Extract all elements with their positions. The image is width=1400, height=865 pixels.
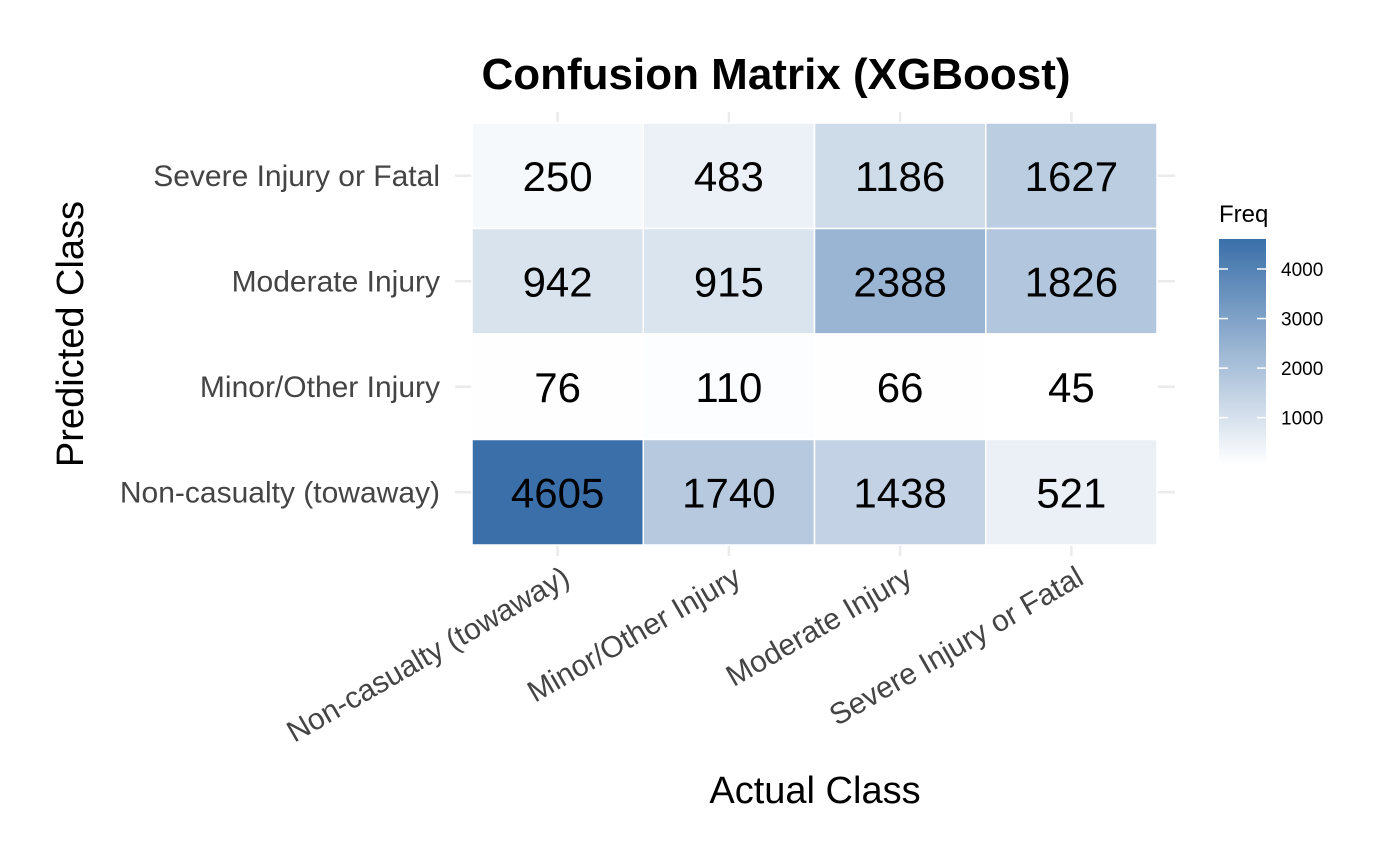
x-axis-tick-labels: Non-casualty (towaway)Minor/Other Injury… [281, 560, 1088, 749]
heatmap-cell [813, 227, 987, 335]
x-tick-non-casualty-towaway: Non-casualty (towaway) [281, 560, 575, 749]
heatmap-cells [471, 122, 1158, 546]
cell-value-label: 66 [877, 364, 924, 411]
y-tick-moderate-injury: Moderate Injury [232, 265, 440, 298]
legend-tick-label: 1000 [1281, 409, 1323, 430]
legend-title: Freq [1219, 201, 1268, 228]
heatmap-cell [985, 122, 1158, 230]
legend: Freq 1000 2000 3000 4000 [1219, 201, 1323, 465]
cell-value-label: 1826 [1025, 258, 1118, 305]
cell-value-label: 521 [1036, 469, 1106, 516]
y-tick-severe-injury-or-fatal: Severe Injury or Fatal [153, 160, 440, 193]
cell-value-label: 1438 [853, 469, 946, 516]
heatmap-cell [985, 333, 1158, 441]
legend-tick-label: 4000 [1281, 260, 1323, 281]
heatmap-cell [642, 122, 816, 230]
y-tick-minor-other-injury: Minor/Other Injury [200, 371, 440, 404]
cell-value-label: 2388 [853, 258, 946, 305]
legend-tick-label: 2000 [1281, 359, 1323, 380]
y-axis-tick-labels: Non-casualty (towaway) Minor/Other Injury… [120, 160, 440, 510]
heatmap-cell [471, 438, 644, 546]
heatmap-cell [985, 227, 1158, 335]
heatmap-cell [471, 122, 644, 230]
y-tick-non-casualty-towaway: Non-casualty (towaway) [120, 476, 440, 509]
cell-value-label: 4605 [511, 469, 604, 516]
cell-value-label: 250 [523, 153, 593, 200]
heatmap-cell [813, 438, 987, 546]
heatmap-cell [985, 438, 1158, 546]
cell-value-label: 45 [1048, 364, 1095, 411]
legend-tick-label: 3000 [1281, 310, 1323, 331]
cell-value-label: 915 [694, 258, 764, 305]
cell-value-label: 110 [695, 364, 762, 411]
legend-colorbar [1219, 239, 1266, 465]
legend-ticks: 1000 2000 3000 4000 [1219, 260, 1323, 430]
heatmap-cell [813, 333, 987, 441]
cell-value-label: 942 [523, 258, 593, 305]
cell-value-label: 483 [694, 153, 764, 200]
cell-value-label: 1740 [682, 469, 775, 516]
cell-value-label: 1627 [1025, 153, 1118, 200]
y-axis-title: Predicted Class [50, 201, 92, 467]
heatmap-cell [642, 438, 816, 546]
cell-value-label: 76 [534, 364, 581, 411]
cell-value-labels: 250 483 1186 1627 942 915 2388 1826 76 110 66 45 460… [511, 153, 1118, 517]
chart-title: Confusion Matrix (XGBoost) [481, 50, 1070, 99]
heatmap-cell [813, 122, 987, 230]
heatmap-cell [642, 227, 816, 335]
x-axis-title: Actual Class [709, 770, 920, 812]
cell-value-label: 1186 [855, 153, 945, 200]
